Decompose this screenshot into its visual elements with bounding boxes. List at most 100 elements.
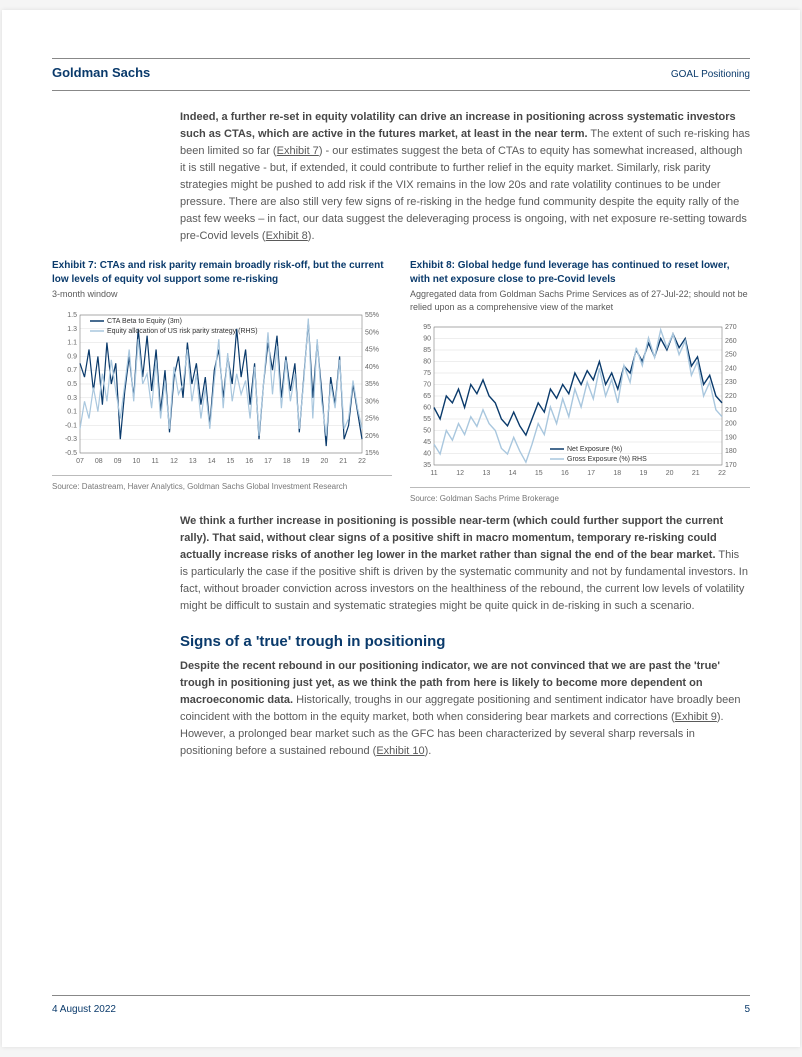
exhibit-8-source-rule: Source: Goldman Sachs Prime Brokerage — [410, 487, 750, 503]
svg-text:CTA Beta to Equity (3m): CTA Beta to Equity (3m) — [107, 318, 182, 325]
document-title: GOAL Positioning — [671, 69, 750, 80]
svg-text:75: 75 — [423, 370, 431, 377]
svg-text:60: 60 — [423, 404, 431, 411]
svg-text:170: 170 — [725, 462, 737, 469]
svg-text:19: 19 — [640, 470, 648, 477]
svg-text:0.5: 0.5 — [67, 381, 77, 388]
top-rule — [52, 58, 750, 59]
svg-text:65: 65 — [423, 393, 431, 400]
para3-c: ). — [425, 745, 432, 757]
svg-text:12: 12 — [456, 470, 464, 477]
svg-text:45%: 45% — [365, 346, 379, 353]
svg-text:80: 80 — [423, 358, 431, 365]
svg-text:10: 10 — [133, 458, 141, 465]
svg-text:20: 20 — [321, 458, 329, 465]
svg-text:0.1: 0.1 — [67, 408, 77, 415]
svg-text:11: 11 — [152, 458, 159, 465]
svg-text:15: 15 — [227, 458, 235, 465]
svg-text:70: 70 — [423, 381, 431, 388]
svg-text:55: 55 — [423, 416, 431, 423]
svg-text:0.9: 0.9 — [67, 353, 77, 360]
svg-text:20: 20 — [666, 470, 674, 477]
svg-text:35: 35 — [423, 462, 431, 469]
svg-text:21: 21 — [692, 470, 700, 477]
brand-name: Goldman Sachs — [52, 65, 150, 80]
svg-text:45: 45 — [423, 439, 431, 446]
svg-text:20%: 20% — [365, 432, 379, 439]
content-column: Indeed, a further re-set in equity volat… — [52, 109, 750, 245]
page: Goldman Sachs GOAL Positioning Indeed, a… — [2, 10, 800, 1047]
svg-text:16: 16 — [561, 470, 569, 477]
svg-text:-0.3: -0.3 — [65, 436, 77, 443]
svg-text:230: 230 — [725, 379, 737, 386]
exhibit-8: Exhibit 8: Global hedge fund leverage ha… — [410, 259, 750, 502]
svg-text:13: 13 — [482, 470, 490, 477]
exhibit-8-title: Exhibit 8: Global hedge fund leverage ha… — [410, 259, 750, 286]
svg-text:17: 17 — [264, 458, 272, 465]
svg-text:1.3: 1.3 — [67, 325, 77, 332]
svg-text:40: 40 — [423, 450, 431, 457]
link-exhibit-8[interactable]: Exhibit 8 — [266, 230, 308, 242]
para1-b: ) - our estimates suggest the beta of CT… — [180, 145, 747, 242]
svg-text:18: 18 — [613, 470, 621, 477]
exhibit-8-source: Source: Goldman Sachs Prime Brokerage — [410, 494, 750, 503]
svg-text:08: 08 — [95, 458, 103, 465]
svg-text:90: 90 — [423, 335, 431, 342]
svg-text:250: 250 — [725, 351, 737, 358]
svg-text:50: 50 — [423, 427, 431, 434]
svg-text:18: 18 — [283, 458, 291, 465]
svg-text:-0.5: -0.5 — [65, 450, 77, 457]
svg-text:19: 19 — [302, 458, 310, 465]
svg-text:1.1: 1.1 — [67, 339, 77, 346]
link-exhibit-10[interactable]: Exhibit 10 — [376, 745, 424, 757]
svg-text:200: 200 — [725, 420, 737, 427]
svg-text:50%: 50% — [365, 329, 379, 336]
para1-c: ). — [308, 230, 315, 242]
svg-text:180: 180 — [725, 448, 737, 455]
svg-text:Equity allocation of US risk p: Equity allocation of US risk parity stra… — [107, 328, 258, 335]
svg-text:0.3: 0.3 — [67, 394, 77, 401]
svg-text:07: 07 — [76, 458, 84, 465]
footer-date: 4 August 2022 — [52, 1004, 116, 1015]
footer: 4 August 2022 5 — [52, 995, 750, 1015]
exhibits-row: Exhibit 7: CTAs and risk parity remain b… — [52, 259, 750, 502]
svg-text:35%: 35% — [365, 381, 379, 388]
exhibit-7-subtitle: 3-month window — [52, 288, 392, 300]
svg-text:0.7: 0.7 — [67, 367, 77, 374]
exhibit-7: Exhibit 7: CTAs and risk parity remain b… — [52, 259, 392, 502]
exhibit-7-source-rule: Source: Datastream, Haver Analytics, Gol… — [52, 475, 392, 491]
svg-text:1.5: 1.5 — [67, 312, 77, 319]
paragraph-1: Indeed, a further re-set in equity volat… — [180, 109, 750, 245]
exhibit-7-title: Exhibit 7: CTAs and risk parity remain b… — [52, 259, 392, 286]
link-exhibit-9[interactable]: Exhibit 9 — [675, 711, 717, 723]
svg-text:40%: 40% — [365, 363, 379, 370]
svg-text:25%: 25% — [365, 415, 379, 422]
exhibit-7-source: Source: Datastream, Haver Analytics, Gol… — [52, 482, 392, 491]
svg-text:22: 22 — [358, 458, 366, 465]
link-exhibit-7[interactable]: Exhibit 7 — [277, 145, 319, 157]
exhibit-8-subtitle: Aggregated data from Goldman Sachs Prime… — [410, 288, 750, 312]
svg-text:15: 15 — [535, 470, 543, 477]
svg-text:Net Exposure (%): Net Exposure (%) — [567, 446, 622, 453]
footer-page: 5 — [744, 1004, 750, 1015]
para2-bold: We think a further increase in positioni… — [180, 515, 723, 561]
header: Goldman Sachs GOAL Positioning — [52, 65, 750, 91]
svg-text:190: 190 — [725, 434, 737, 441]
content-column-2: We think a further increase in positioni… — [52, 513, 750, 761]
svg-text:11: 11 — [430, 470, 437, 477]
paragraph-2: We think a further increase in positioni… — [180, 513, 750, 615]
svg-text:220: 220 — [725, 393, 737, 400]
svg-text:-0.1: -0.1 — [65, 422, 77, 429]
svg-text:15%: 15% — [365, 450, 379, 457]
exhibit-7-chart: -0.5-0.3-0.10.10.30.50.70.91.11.31.515%2… — [52, 309, 392, 469]
svg-text:09: 09 — [114, 458, 122, 465]
svg-text:55%: 55% — [365, 312, 379, 319]
svg-text:14: 14 — [208, 458, 216, 465]
svg-text:95: 95 — [423, 324, 431, 331]
svg-text:14: 14 — [509, 470, 517, 477]
svg-text:17: 17 — [587, 470, 595, 477]
svg-text:22: 22 — [718, 470, 726, 477]
paragraph-3: Despite the recent rebound in our positi… — [180, 658, 750, 760]
svg-text:270: 270 — [725, 324, 737, 331]
svg-text:12: 12 — [170, 458, 178, 465]
